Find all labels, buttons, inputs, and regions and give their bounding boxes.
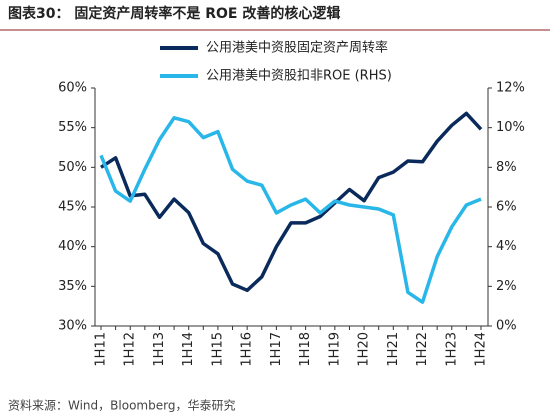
x-tick-label: 1H22 xyxy=(415,332,430,367)
series-line xyxy=(99,116,482,304)
y-tick-label: 55% xyxy=(58,120,87,135)
y-tick-label: 30% xyxy=(58,319,87,334)
y-tick-label: 45% xyxy=(58,200,87,215)
y-tick-label: 35% xyxy=(58,279,87,294)
x-tick-label: 1H16 xyxy=(240,332,255,367)
x-tick-label: 1H13 xyxy=(152,332,167,367)
source-note: 资料来源：Wind，Bloomberg，华泰研究 xyxy=(8,398,235,413)
x-tick-label: 1H15 xyxy=(210,332,225,367)
y-tick-label: 50% xyxy=(58,160,87,175)
x-tick-label: 1H21 xyxy=(386,332,401,367)
x-tick-label: 1H11 xyxy=(94,332,109,367)
y2-tick-label: 6% xyxy=(496,200,517,215)
y2-tick-label: 2% xyxy=(496,279,517,294)
y2-tick-label: 8% xyxy=(496,160,517,175)
x-tick-label: 1H20 xyxy=(357,332,372,367)
y2-tick-label: 10% xyxy=(496,120,525,135)
y-tick-label: 40% xyxy=(58,239,87,254)
legend-label: 公用港美中资股扣非ROE (RHS) xyxy=(206,69,392,84)
x-tick-label: 1H12 xyxy=(123,332,138,367)
y2-tick-label: 12% xyxy=(496,81,525,96)
x-tick-label: 1H18 xyxy=(298,332,313,367)
y2-tick-label: 0% xyxy=(496,319,517,334)
x-tick-label: 1H14 xyxy=(181,332,196,367)
y-tick-label: 60% xyxy=(58,81,87,96)
chart-title: 图表30： 固定资产周转率不是 ROE 改善的核心逻辑 xyxy=(8,5,340,22)
x-tick-label: 1H23 xyxy=(444,332,459,367)
series-line xyxy=(100,111,483,293)
legend-label: 公用港美中资股固定资产周转率 xyxy=(206,40,388,56)
x-tick-label: 1H24 xyxy=(474,332,489,367)
x-tick-label: 1H17 xyxy=(269,332,284,367)
x-tick-label: 1H19 xyxy=(327,332,342,367)
y2-tick-label: 4% xyxy=(496,239,517,254)
